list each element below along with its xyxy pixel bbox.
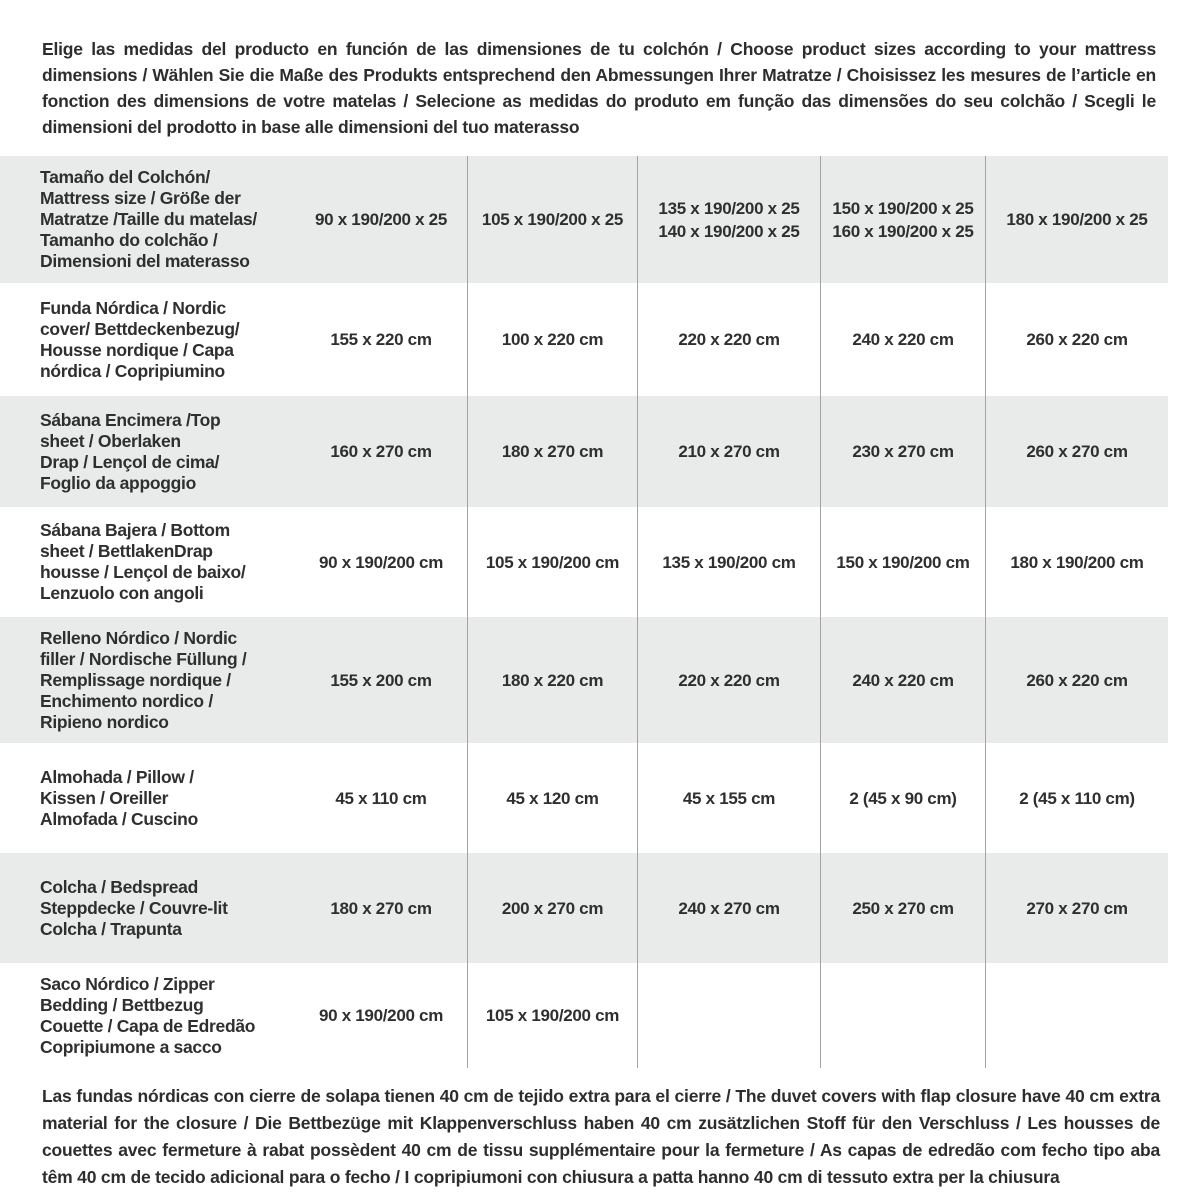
table-cell: 260 x 220 cm: [985, 617, 1168, 743]
table-cell: 155 x 200 cm: [330, 670, 432, 690]
table-cell: [820, 963, 985, 1068]
row-label: Relleno Nórdico / Nordic filler / Nordis…: [40, 627, 247, 732]
header-size-col-4: 150 x 190/200 x 25 160 x 190/200 x 25: [820, 156, 985, 283]
table-cell: 180 x 270 cm: [330, 898, 432, 918]
table-cell: 240 x 270 cm: [637, 853, 820, 963]
table-cell: 45 x 110 cm: [335, 788, 427, 808]
table-cell: 2 (45 x 90 cm): [820, 743, 985, 853]
table-cell: 240 x 220 cm: [820, 283, 985, 396]
intro-paragraph: Elige las medidas del producto en funció…: [42, 39, 1156, 137]
table-cell: 150 x 190/200 cm: [820, 507, 985, 617]
table-row-nordic-cover: Funda Nórdica / Nordic cover/ Bettdecken…: [0, 283, 1168, 396]
header-label-mattress-size: Tamaño del Colchón/ Mattress size / Größ…: [40, 167, 257, 271]
table-cell: 250 x 270 cm: [820, 853, 985, 963]
table-cell: 210 x 270 cm: [637, 396, 820, 507]
table-cell: 100 x 220 cm: [467, 283, 637, 396]
table-cell: 180 x 220 cm: [467, 617, 637, 743]
table-row-bottom-sheet: Sábana Bajera / Bottom sheet / Bettlaken…: [0, 507, 1168, 617]
table-cell: 2 (45 x 110 cm): [985, 743, 1168, 853]
table-cell: [985, 963, 1168, 1068]
table-cell: 155 x 220 cm: [330, 330, 432, 349]
row-label: Colcha / Bedspread Steppdecke / Couvre-l…: [40, 876, 228, 939]
header-size-col-5: 180 x 190/200 x 25: [985, 156, 1168, 283]
table-cell: 240 x 220 cm: [820, 617, 985, 743]
table-row-bedspread: Colcha / Bedspread Steppdecke / Couvre-l…: [0, 853, 1168, 963]
row-label: Almohada / Pillow / Kissen / Oreiller Al…: [40, 766, 198, 829]
footnote-paragraph: Las fundas nórdicas con cierre de solapa…: [42, 1086, 1160, 1187]
header-size-col-1: 90 x 190/200 x 25: [315, 210, 447, 229]
table-header-row: Tamaño del Colchón/ Mattress size / Größ…: [0, 156, 1168, 283]
table-cell: 180 x 190/200 cm: [985, 507, 1168, 617]
table-cell: [637, 963, 820, 1068]
table-cell: 200 x 270 cm: [467, 853, 637, 963]
header-size-col-3: 135 x 190/200 x 25 140 x 190/200 x 25: [637, 156, 820, 283]
table-cell: 220 x 220 cm: [637, 283, 820, 396]
table-cell: 90 x 190/200 cm: [318, 1006, 444, 1025]
header-size-col-2: 105 x 190/200 x 25: [467, 156, 637, 283]
table-row-nordic-filler: Relleno Nórdico / Nordic filler / Nordis…: [0, 617, 1168, 743]
table-cell: 90 x 190/200 cm: [318, 552, 444, 572]
table-cell: 45 x 120 cm: [467, 743, 637, 853]
size-table: Tamaño del Colchón/ Mattress size / Größ…: [0, 156, 1168, 1068]
table-cell: 260 x 220 cm: [985, 283, 1168, 396]
table-row-zipper-bedding: Saco Nórdico / Zipper Bedding / Bettbezu…: [0, 963, 1168, 1068]
row-label: Funda Nórdica / Nordic cover/ Bettdecken…: [40, 297, 240, 381]
table-cell: 105 x 190/200 cm: [467, 507, 637, 617]
row-label: Sábana Bajera / Bottom sheet / Bettlaken…: [40, 520, 246, 603]
table-cell: 105 x 190/200 cm: [467, 963, 637, 1068]
table-cell: 260 x 270 cm: [985, 396, 1168, 507]
table-cell: 45 x 155 cm: [637, 743, 820, 853]
table-cell: 230 x 270 cm: [820, 396, 985, 507]
table-cell: 270 x 270 cm: [985, 853, 1168, 963]
table-cell: 160 x 270 cm: [330, 442, 432, 461]
table-cell: 180 x 270 cm: [467, 396, 637, 507]
table-cell: 135 x 190/200 cm: [637, 507, 820, 617]
table-row-top-sheet: Sábana Encimera /Top sheet / Oberlaken D…: [0, 396, 1168, 507]
row-label: Saco Nórdico / Zipper Bedding / Bettbezu…: [40, 973, 256, 1057]
table-row-pillow: Almohada / Pillow / Kissen / Oreiller Al…: [0, 743, 1168, 853]
table-cell: 220 x 220 cm: [637, 617, 820, 743]
row-label: Sábana Encimera /Top sheet / Oberlaken D…: [40, 409, 221, 493]
